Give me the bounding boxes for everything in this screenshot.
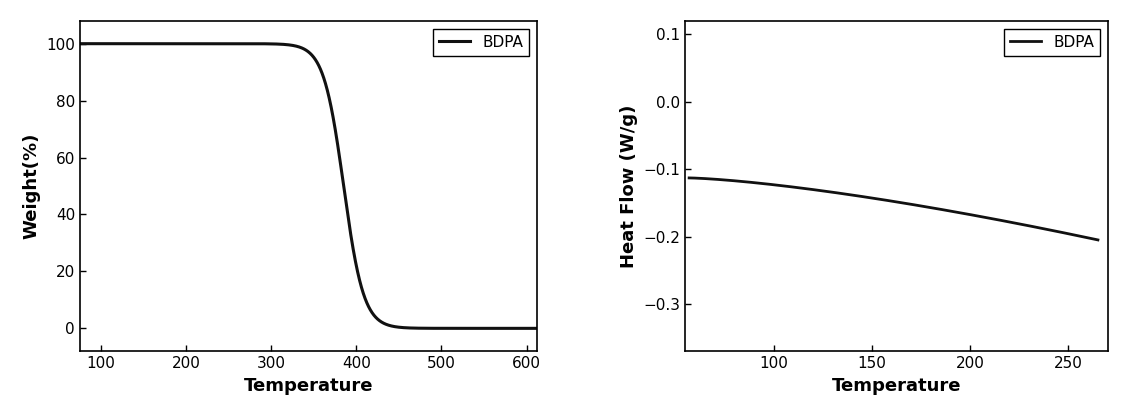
BDPA bbox=[1091, 237, 1104, 242]
Line: BDPA: BDPA bbox=[689, 178, 1097, 240]
BDPA bbox=[521, 326, 534, 331]
Y-axis label: Weight(%): Weight(%) bbox=[23, 133, 41, 239]
BDPA bbox=[73, 41, 87, 46]
Legend: BDPA: BDPA bbox=[433, 28, 529, 56]
BDPA bbox=[152, 41, 166, 46]
BDPA bbox=[1008, 221, 1022, 226]
BDPA bbox=[963, 212, 976, 217]
BDPA bbox=[268, 41, 282, 46]
BDPA bbox=[248, 41, 262, 46]
BDPA bbox=[530, 326, 544, 331]
Y-axis label: Heat Flow (W/g): Heat Flow (W/g) bbox=[620, 104, 637, 268]
BDPA bbox=[862, 195, 876, 200]
X-axis label: Temperature: Temperature bbox=[831, 377, 962, 395]
BDPA bbox=[1002, 219, 1015, 224]
BDPA bbox=[472, 326, 485, 331]
BDPA bbox=[126, 41, 139, 46]
BDPA bbox=[682, 176, 695, 181]
BDPA bbox=[724, 178, 738, 183]
Line: BDPA: BDPA bbox=[80, 43, 537, 329]
X-axis label: Temperature: Temperature bbox=[243, 377, 373, 395]
BDPA bbox=[847, 193, 861, 198]
Legend: BDPA: BDPA bbox=[1004, 28, 1100, 56]
